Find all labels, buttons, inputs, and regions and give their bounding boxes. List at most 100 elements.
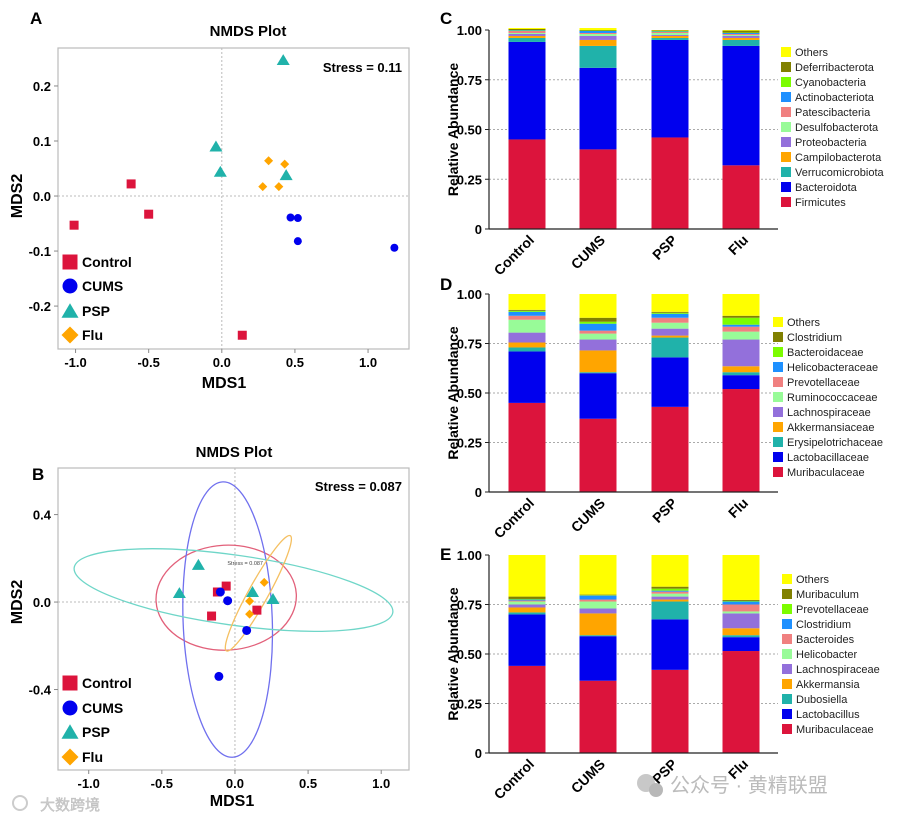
legend-swatch-others [773,317,783,327]
bar-segment-dubosiella [651,601,689,620]
legend-label: Muribaculum [796,589,859,601]
bar-segment-akkermansia [651,599,689,602]
panel-letter: D [440,275,452,294]
bar-segment-lachnospiraceae [651,596,689,600]
x-category-label: Flu [725,232,751,258]
legend-label: Campilobacterota [795,152,882,164]
bar-segment-prevotellaceae [722,326,760,332]
bar-segment-dubosiella [508,612,546,615]
bar-segment-prevotellaceae [722,600,760,602]
bar-segment-campilobacterota [722,37,760,40]
bar-segment-desulfobacterota [508,32,546,34]
bar-segment-others [651,294,689,312]
bar-segment-akkermansiaceae [579,350,617,373]
legend-swatch-bacteroidota [781,182,791,192]
y-tick-label: 0.75 [457,337,482,352]
bar-segment-lactobacillaceae [579,373,617,419]
y-tick-label: 0 [475,746,482,761]
bar-segment-patescibacteria [508,30,546,33]
bar-segment-clostridium [579,595,617,600]
legend-label: Firmicutes [795,197,846,209]
legend-label: Dubosiella [796,694,848,706]
legend-swatch-dubosiella [782,694,792,704]
bar-segment-lactobacillaceae [722,375,760,390]
bar-segment-bacteroidaceae [722,317,760,325]
x-tick-label: 0.5 [299,776,317,791]
bar-segment-ruminococcaceae [722,331,760,340]
legend-swatch-akkermansia [782,679,792,689]
bar-segment-others [579,555,617,595]
point-cums [223,596,233,606]
legend-marker-psp [61,303,79,318]
confidence-ellipse-psp [73,548,394,632]
chart-title: NMDS Plot [196,444,273,461]
bar-segment-bacteroidota [508,41,546,140]
bar-segment-akkermansiaceae [508,342,546,348]
legend-label: Others [796,574,830,586]
bar-segment-bacteroidaceae [508,310,546,312]
panel-d-stacked-bar: D 0 0.25 0.50 0.75 1.00 Relative Abundance Cont… [440,275,883,541]
bar-segment-prevotellaceae [508,315,546,320]
legend-label: Lachnospiraceae [787,407,871,419]
legend-swatch-bacteroidaceae [773,347,783,357]
x-category-label: Flu [725,495,751,521]
legend-swatch-lactobacillaceae [773,452,783,462]
point-flu [264,156,274,166]
bar-segment-bacteroidaceae [579,321,617,324]
bar-segment-prevotellaceae [651,588,689,591]
y-tick-label: 0 [475,222,482,237]
legend-label: PSP [82,303,110,319]
plot-frame [57,47,410,350]
legend-label: Ruminococcaceae [787,392,878,404]
y-tick-label: 1.00 [457,287,482,302]
point-psp [209,140,223,152]
bar-segment-prevotellaceae [651,317,689,323]
bar-segment-bacteroides [651,591,689,594]
y-tick-label: 0.50 [457,386,482,401]
legend-label: Muribaculaceae [796,724,874,736]
watermark-left: 大数跨境 [40,796,100,814]
bar-segment-ruminococcaceae [508,319,546,333]
bar-segment-clostridium [508,309,546,311]
x-tick-label: 0.0 [213,355,231,370]
chart-title: NMDS Plot [210,23,287,40]
legend-label: Flu [82,749,103,765]
bar-segment-actinobacteriota [651,31,689,32]
plot-frame [57,467,410,771]
watermark-logo-icon [12,795,28,811]
bar-segment-muribaculaceae [579,680,617,753]
bar-segment-bacteroidota [579,67,617,150]
point-cums [293,214,302,223]
point-control [144,209,154,219]
bar-segment-muribaculum [651,586,689,589]
legend-label: Clostridium [787,332,842,344]
legend-label: Helicobacteraceae [787,362,878,374]
bar-segment-clostridium [722,601,760,605]
bar-segment-ruminococcaceae [579,333,617,340]
x-category-label: PSP [649,232,680,263]
watermark-right: 公众号 · 黄精联盟 [670,774,828,797]
legend-swatch-erysipelotrichaceae [773,437,783,447]
bar-segment-helicobacteraceae [579,323,617,331]
legend-label: Prevotellaceae [787,377,860,389]
legend-label: Bacteroidota [795,182,858,194]
legend-swatch-cyanobacteria [781,77,791,87]
point-cums [215,587,225,597]
bar-segment-lactobacillus [508,614,546,666]
bar-segment-lactobacillus [579,636,617,681]
point-cums [214,671,224,681]
point-psp [279,169,293,181]
bar-segment-bacteroides [579,599,617,602]
y-axis-label: Relative Abundance [445,326,461,460]
x-category-label: CUMS [568,756,608,796]
bar-segment-helicobacter [651,593,689,597]
legend-swatch-akkermansiaceae [773,422,783,432]
x-tick-label: -1.0 [78,776,100,791]
bar-segment-dubosiella [722,635,760,638]
legend-label: PSP [82,724,110,740]
bar-segment-akkermansia [579,613,617,636]
bar-segment-deferribacterota [651,30,689,31]
bar-segment-muribaculaceae [508,665,546,753]
panel-a-nmds: A NMDS Plot -1.0 -0.5 0.0 0.5 1.0 -0.2 -0.1 0.0 0.… [9,9,410,392]
bar-segment-desulfobacterota [651,32,689,35]
